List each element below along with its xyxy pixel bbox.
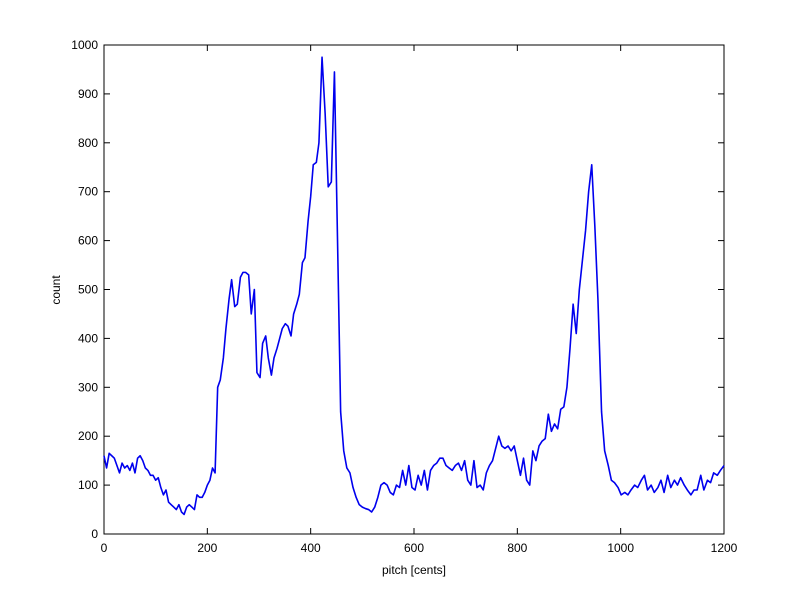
y-tick-label: 200 [78,429,98,443]
x-tick-label: 600 [404,541,424,555]
y-tick-label: 500 [78,283,98,297]
x-tick-label: 0 [101,541,108,555]
x-tick-label: 200 [197,541,217,555]
y-tick-label: 800 [78,136,98,150]
data-line [103,56,725,516]
y-tick-label: 900 [78,87,98,101]
x-tick-label: 1200 [711,541,738,555]
y-tick-label: 0 [91,527,98,541]
y-tick-label: 600 [78,234,98,248]
y-axis-label: count [49,275,63,305]
x-tick-label: 800 [507,541,527,555]
y-tick-label: 100 [78,478,98,492]
y-tick-label: 400 [78,331,98,345]
y-tick-label: 700 [78,185,98,199]
x-tick-label: 400 [301,541,321,555]
x-tick-label: 1000 [607,541,634,555]
y-tick-label: 1000 [71,38,98,52]
y-tick-label: 300 [78,380,98,394]
x-axis-label: pitch [cents] [382,563,446,577]
